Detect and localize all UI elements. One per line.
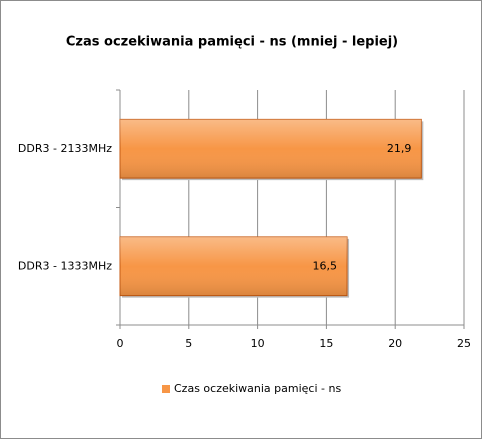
chart-title: Czas oczekiwania pamięci - ns (mniej - l… (66, 35, 398, 50)
x-tick-label: 25 (457, 337, 471, 350)
x-tick-label: 0 (117, 337, 124, 350)
value-label: 16,5 (313, 259, 338, 272)
bar-shine (120, 236, 348, 296)
x-tick-label: 15 (319, 337, 333, 350)
x-tick-label: 10 (251, 337, 265, 350)
x-tick-label: 5 (185, 337, 192, 350)
legend-label: Czas oczekiwania pamięci - ns (174, 382, 341, 395)
x-tick-label: 20 (388, 337, 402, 350)
y-tick-label: DDR3 - 1333MHz (18, 259, 112, 272)
y-tick-label: DDR3 - 2133MHz (18, 142, 112, 155)
legend-swatch (162, 385, 170, 393)
value-label: 21,9 (387, 142, 412, 155)
bar-shine (120, 119, 422, 179)
